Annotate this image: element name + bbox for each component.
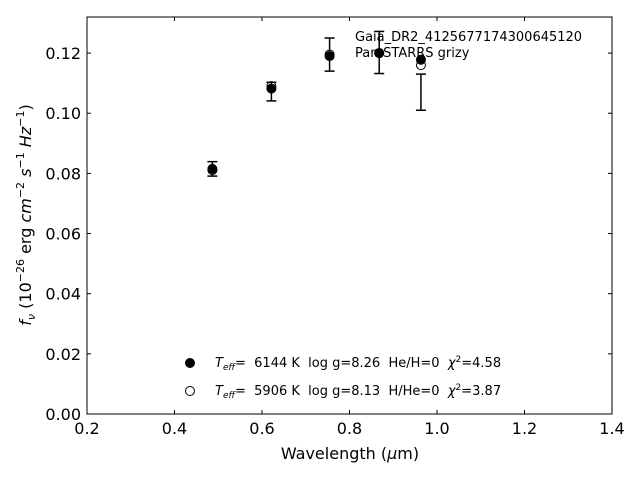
plot-frame (86, 16, 613, 415)
x-tick-label: 0.8 (337, 419, 362, 438)
legend-marker-open (185, 386, 195, 396)
model-point-filled (415, 54, 426, 65)
y-tick-label: 0.06 (45, 225, 81, 244)
model-point-open (415, 60, 426, 71)
y-axis-label: fν (10−26 erg cm−2 s−1 Hz−1) (14, 104, 38, 325)
legend-entry-1: Teff= 6144 K log g=8.26 He/H=0 χ2=4.58 (215, 355, 501, 373)
y-tick-label: 0.02 (45, 345, 81, 364)
legend-entry-2: Teff= 5906 K log g=8.13 H/He=0 χ2=3.87 (215, 383, 501, 401)
x-axis-ticks: 0.2 0.4 0.6 0.8 1.0 1.2 1.4 (74, 17, 625, 438)
y-tick-label: 0.08 (45, 164, 81, 183)
model-point-open (374, 48, 385, 59)
model-point-filled (266, 83, 277, 94)
legend: Teff= 6144 K log g=8.26 He/H=0 χ2=4.58 T… (185, 355, 501, 401)
y-tick-label: 0.10 (45, 104, 81, 123)
x-tick-label: 0.2 (74, 419, 99, 438)
y-tick-label: 0.12 (45, 44, 81, 63)
legend-marker-filled (185, 358, 195, 368)
model-markers (207, 48, 426, 176)
model-point-open (207, 165, 218, 176)
x-tick-label: 1.4 (599, 419, 624, 438)
x-tick-label: 0.4 (162, 419, 187, 438)
y-tick-label: 0.04 (45, 285, 81, 304)
x-tick-label: 1.0 (424, 419, 449, 438)
model-point-open (266, 81, 277, 92)
y-tick-label: 0.00 (45, 405, 81, 424)
x-tick-label: 0.6 (249, 419, 274, 438)
y-axis-ticks: 0.00 0.02 0.04 0.06 0.08 0.10 0.12 (45, 44, 612, 424)
header-line-1: Gaia_DR2_4125677174300645120 (355, 30, 582, 45)
header-line-2: Pan-STARRS grizy (355, 46, 470, 61)
x-axis-label: Wavelength (μm) (281, 444, 419, 463)
x-tick-label: 1.2 (512, 419, 537, 438)
model-point-open (324, 49, 335, 60)
